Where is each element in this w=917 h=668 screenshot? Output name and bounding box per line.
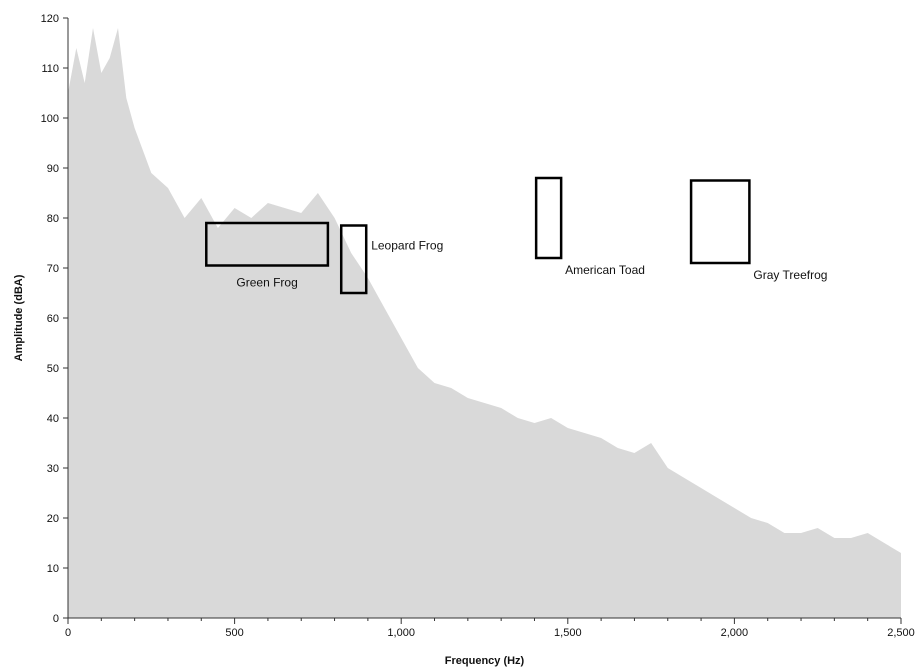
y-tick-label: 20 [47, 513, 59, 525]
leopard-frog-box [339, 224, 368, 295]
y-tick-label: 40 [47, 413, 59, 425]
species-boxes: Green Frog Leopard Frog American Toad Gray … [205, 176, 827, 295]
y-tick-label: 10 [47, 563, 59, 575]
x-axis-title: Frequency (Hz) [445, 655, 525, 667]
y-tick-label: 50 [47, 363, 59, 375]
gray-treefrog-box [689, 179, 751, 265]
y-tick-label: 120 [41, 13, 59, 25]
y-tick-label: 30 [47, 463, 59, 475]
x-tick-label: 1,000 [387, 627, 415, 639]
y-tick-label: 70 [47, 263, 59, 275]
x-tick-label: 2,000 [721, 627, 749, 639]
y-axis-ticks: 0 10 20 30 40 50 60 70 80 90 100 110 120 [41, 13, 68, 625]
y-tick-label: 80 [47, 213, 59, 225]
spectrum-area-series-0 [68, 28, 901, 618]
y-tick-label: 90 [47, 163, 59, 175]
american-toad-label: American Toad [565, 263, 645, 277]
american-toad-box [534, 176, 563, 260]
y-tick-label: 60 [47, 313, 59, 325]
y-tick-label: 100 [41, 113, 59, 125]
y-tick-label: 0 [53, 613, 59, 625]
x-axis-ticks: 0 500 1,000 1,500 2,000 2,500 [65, 618, 915, 639]
y-axis-title: Amplitude (dBA) [13, 274, 25, 361]
spectrum-area-layer [68, 28, 901, 618]
y-tick-label: 110 [41, 63, 59, 75]
x-tick-label: 1,500 [554, 627, 582, 639]
x-tick-label: 0 [65, 627, 71, 639]
gray-treefrog-label: Gray Treefrog [753, 268, 827, 282]
leopard-frog-label: Leopard Frog [371, 239, 443, 253]
green-frog-label: Green Frog [236, 276, 297, 290]
x-tick-label: 2,500 [887, 627, 915, 639]
x-tick-label: 500 [225, 627, 243, 639]
green-frog-box [205, 221, 330, 267]
